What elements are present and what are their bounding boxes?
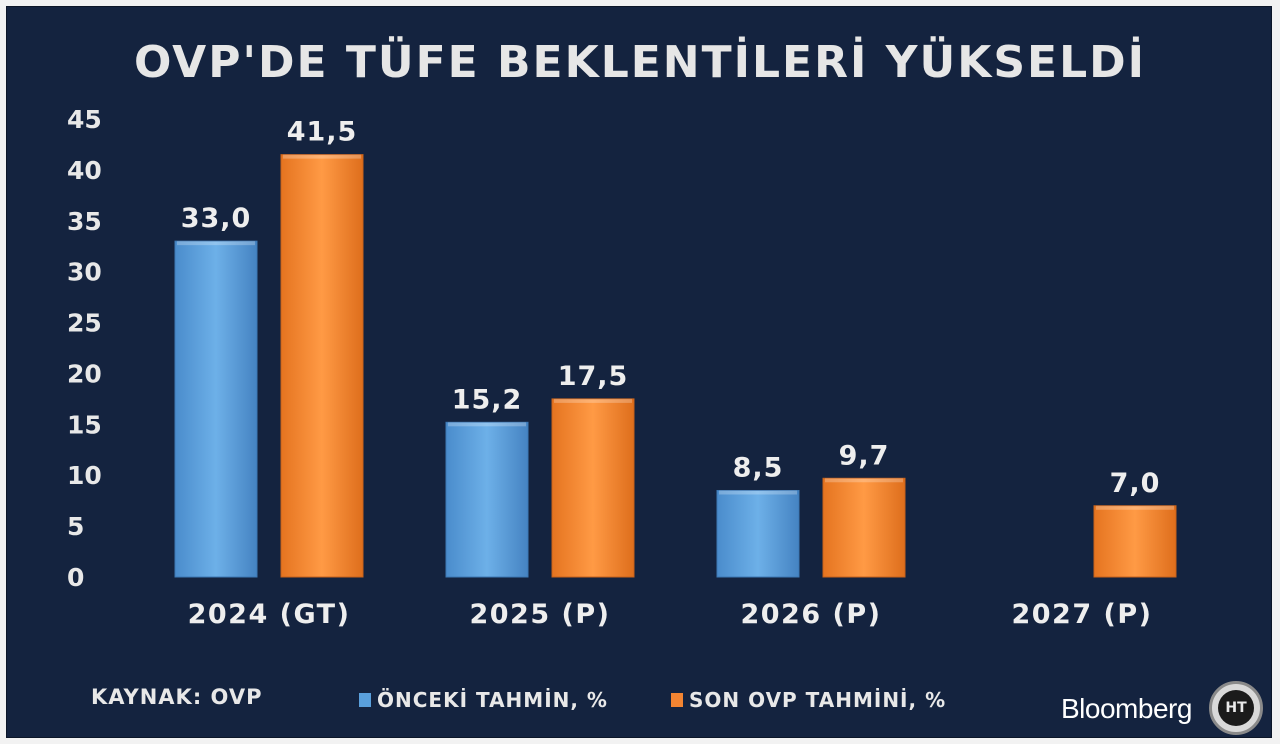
ht-logo-icon: HT <box>1209 681 1263 735</box>
y-tick-label: 35 <box>67 207 102 236</box>
bar-latest <box>1093 505 1177 578</box>
x-category-label: 2026 (P) <box>740 599 881 630</box>
y-tick-label: 5 <box>67 512 84 541</box>
bar-highlight <box>1096 505 1174 510</box>
legend-item-latest: SON OVP TAHMİNİ, % <box>671 688 946 712</box>
legend-label-previous: ÖNCEKİ TAHMİN, % <box>377 688 608 712</box>
legend-swatch-latest <box>671 693 683 707</box>
bar-previous <box>174 240 258 578</box>
bar-highlight <box>825 478 903 483</box>
bar-value-label: 41,5 <box>287 117 358 148</box>
legend-swatch-previous <box>359 693 371 707</box>
x-category-label: 2027 (P) <box>1011 599 1152 630</box>
y-tick-label: 20 <box>67 359 102 388</box>
bar-highlight <box>719 490 797 495</box>
x-category-label: 2024 (GT) <box>188 599 351 630</box>
bar-value-label: 8,5 <box>733 452 784 483</box>
bloomberg-logo: Bloomberg <box>1061 693 1192 724</box>
bar-value-label: 9,7 <box>839 440 890 471</box>
y-tick-label: 40 <box>67 156 102 185</box>
chart-panel: OVP'DE TÜFE BEKLENTİLERİ YÜKSELDİ 0 5 10 15… <box>6 6 1272 738</box>
bar-highlight <box>554 398 632 403</box>
bar-latest <box>551 398 635 578</box>
y-tick-label: 0 <box>67 563 84 592</box>
chart-title: OVP'DE TÜFE BEKLENTİLERİ YÜKSELDİ <box>133 37 1147 88</box>
bar-value-label: 17,5 <box>558 361 629 392</box>
bar-value-label: 33,0 <box>181 203 252 234</box>
x-category-label: 2025 (P) <box>469 599 610 630</box>
bar-latest <box>280 154 364 578</box>
bar-value-label: 7,0 <box>1110 468 1161 499</box>
y-tick-label: 45 <box>67 105 102 134</box>
legend-label-latest: SON OVP TAHMİNİ, % <box>689 688 947 712</box>
ht-logo-text: HT <box>1218 690 1254 726</box>
bar-previous <box>716 489 800 578</box>
y-tick-label: 10 <box>67 461 102 490</box>
y-tick-label: 25 <box>67 309 102 338</box>
bar-previous <box>445 421 529 578</box>
bar-chart: 0 5 10 15 20 25 30 35 40 45 33,0 41,5 15,2 17,5 8,5 9,… <box>67 105 1177 630</box>
y-tick-label: 15 <box>67 410 102 439</box>
bar-latest <box>822 477 906 578</box>
bar-highlight <box>177 241 255 246</box>
bar-highlight <box>448 422 526 427</box>
bar-highlight <box>283 154 361 159</box>
legend-item-previous: ÖNCEKİ TAHMİN, % <box>359 688 608 712</box>
source-note: KAYNAK: OVP <box>91 685 263 709</box>
bar-value-label: 15,2 <box>452 384 523 415</box>
y-tick-label: 30 <box>67 258 102 287</box>
